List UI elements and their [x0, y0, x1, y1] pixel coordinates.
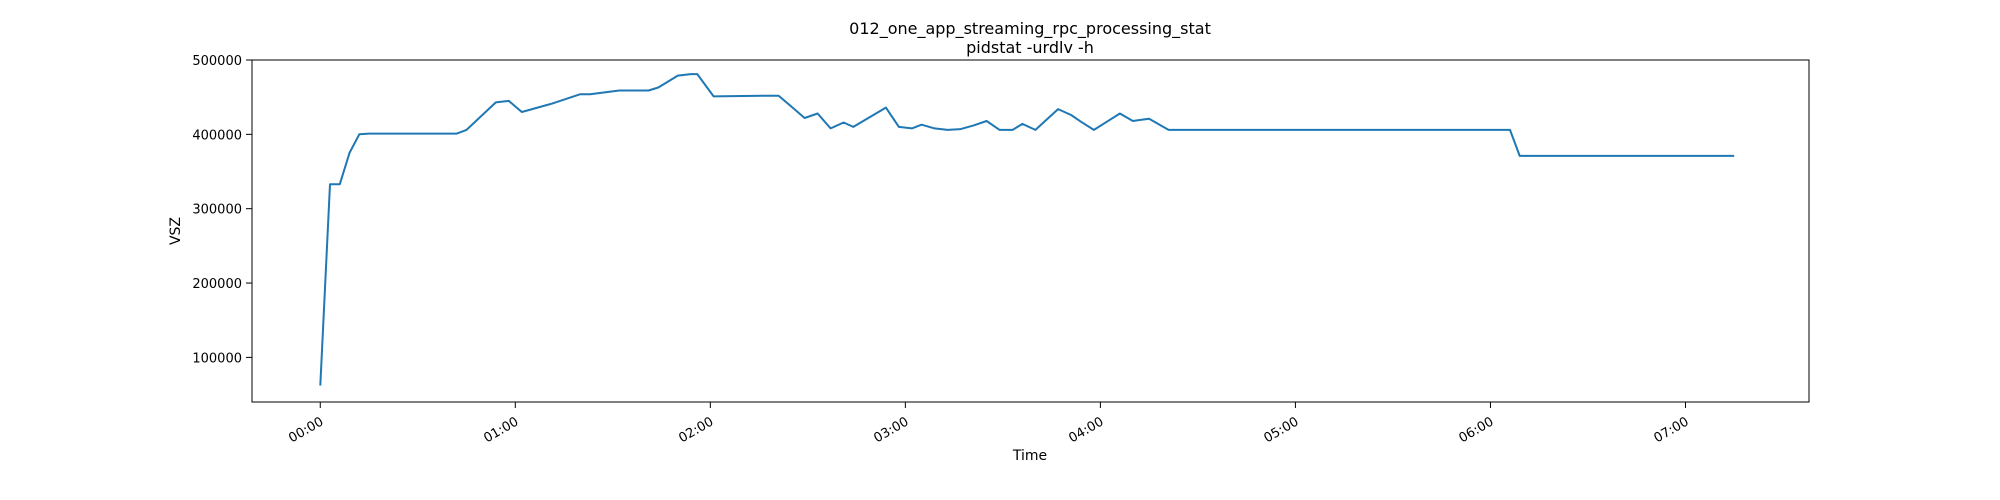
x-tick-label: 03:00 [871, 414, 911, 446]
y-tick-label: 400000 [192, 128, 242, 143]
y-tick-label: 200000 [192, 277, 242, 292]
x-tick-label: 07:00 [1652, 414, 1692, 446]
y-tick-label: 300000 [192, 203, 242, 218]
x-tick-label: 04:00 [1066, 414, 1106, 446]
x-tick-label: 05:00 [1261, 414, 1301, 446]
y-axis-label: VSZ [168, 217, 184, 245]
x-axis: 00:00 01:00 02:00 03:00 04:00 05:00 06:00 07:00 [286, 402, 1691, 446]
y-tick-label: 100000 [192, 351, 242, 366]
y-tick-label: 500000 [192, 54, 242, 69]
x-axis-label: Time [1012, 448, 1047, 464]
y-axis: 100000 200000 300000 400000 500000 [192, 54, 252, 366]
x-tick-label: 01:00 [481, 414, 521, 446]
plot-area [251, 59, 1810, 403]
chart-title: 012_one_app_streaming_rpc_processing_sta… [849, 19, 1211, 39]
series-line-vsz [319, 73, 1735, 386]
x-tick-label: 06:00 [1457, 414, 1497, 446]
x-tick-label: 00:00 [286, 414, 326, 446]
x-tick-label: 02:00 [676, 414, 716, 446]
chart-subtitle: pidstat -urdlv -h [966, 38, 1094, 57]
